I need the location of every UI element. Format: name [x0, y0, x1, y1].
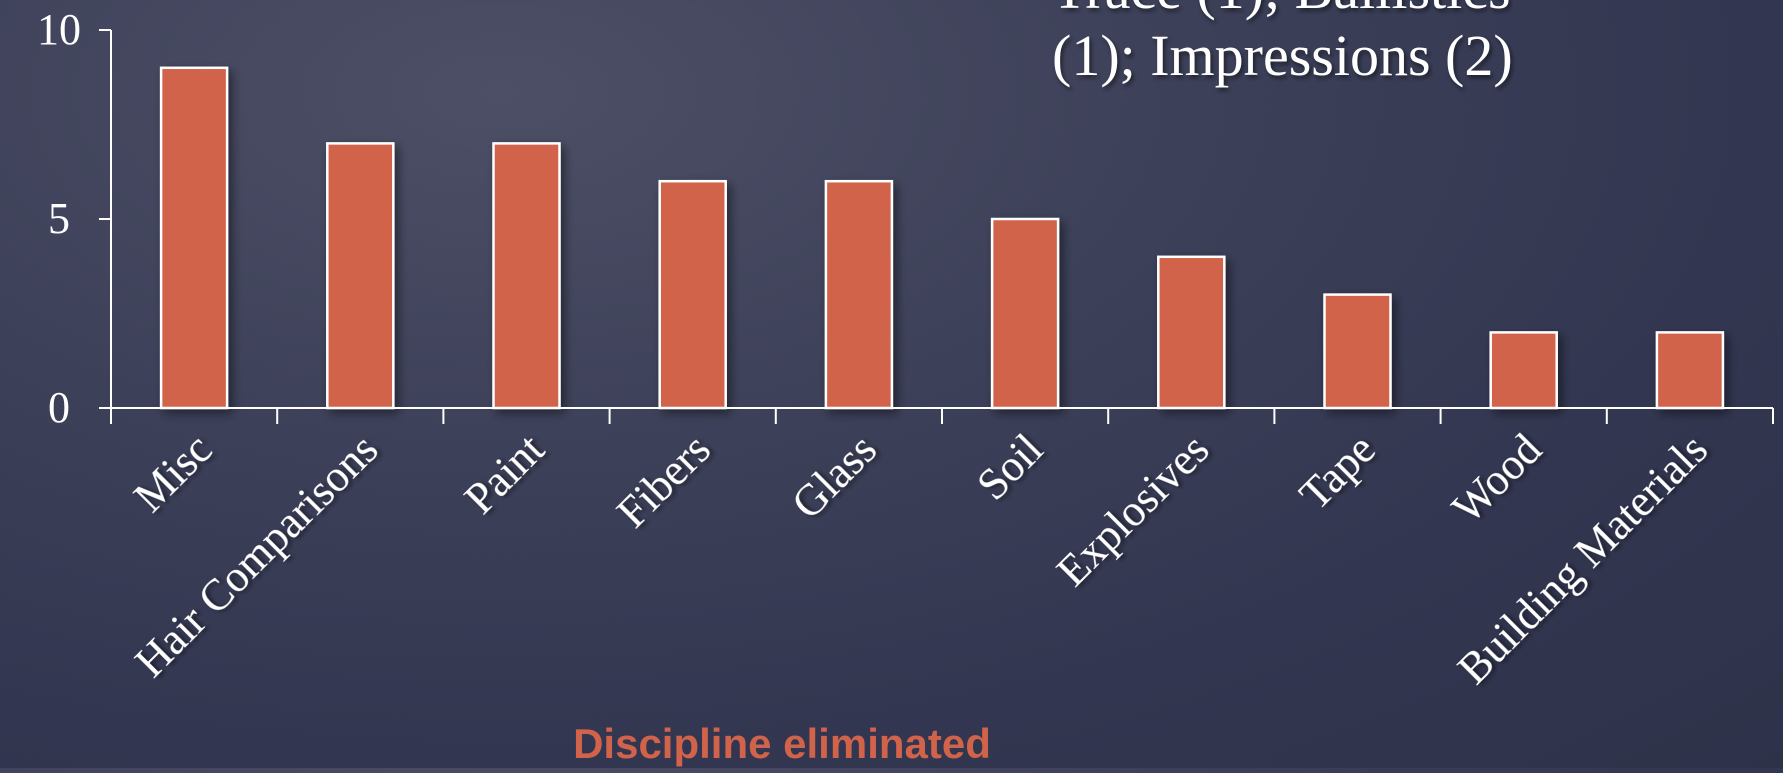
x-category-label: Soil	[967, 424, 1052, 509]
x-category-label: Paint	[455, 424, 554, 523]
y-axis-ticks: 0 5 10	[37, 5, 111, 432]
annotation-line-1: Trace (1); Ballistics	[1052, 0, 1511, 21]
annotation-line-2: (1); Impressions (2)	[1052, 23, 1513, 88]
x-axis-ticks	[110, 408, 1774, 424]
x-category-label: Tape	[1290, 424, 1385, 519]
x-category-label: Glass	[782, 424, 886, 528]
y-tick-label: 0	[48, 383, 70, 432]
bar-hair-comparisons	[326, 142, 395, 410]
annotation-note: Trace (1); Ballistics (1); Impressions (…	[1052, 0, 1513, 88]
y-tick-label: 10	[37, 5, 81, 54]
x-category-label: Explosives	[1047, 424, 1218, 595]
bar-paint	[492, 142, 561, 410]
x-axis-title: Discipline eliminated	[573, 720, 991, 767]
bar-soil	[990, 217, 1060, 410]
y-tick-label: 5	[48, 194, 70, 243]
bar-fibers	[658, 179, 727, 410]
x-category-label: Misc	[124, 424, 221, 521]
x-category-label: Wood	[1443, 424, 1551, 532]
x-category-label: Fibers	[607, 424, 719, 536]
bar-tape	[1323, 293, 1392, 410]
bar-glass	[824, 179, 894, 410]
bar-explosives	[1157, 255, 1226, 410]
bar-building-materials	[1655, 331, 1725, 410]
bars	[159, 66, 1725, 410]
bar-wood	[1489, 331, 1558, 410]
bar-misc	[159, 66, 229, 410]
